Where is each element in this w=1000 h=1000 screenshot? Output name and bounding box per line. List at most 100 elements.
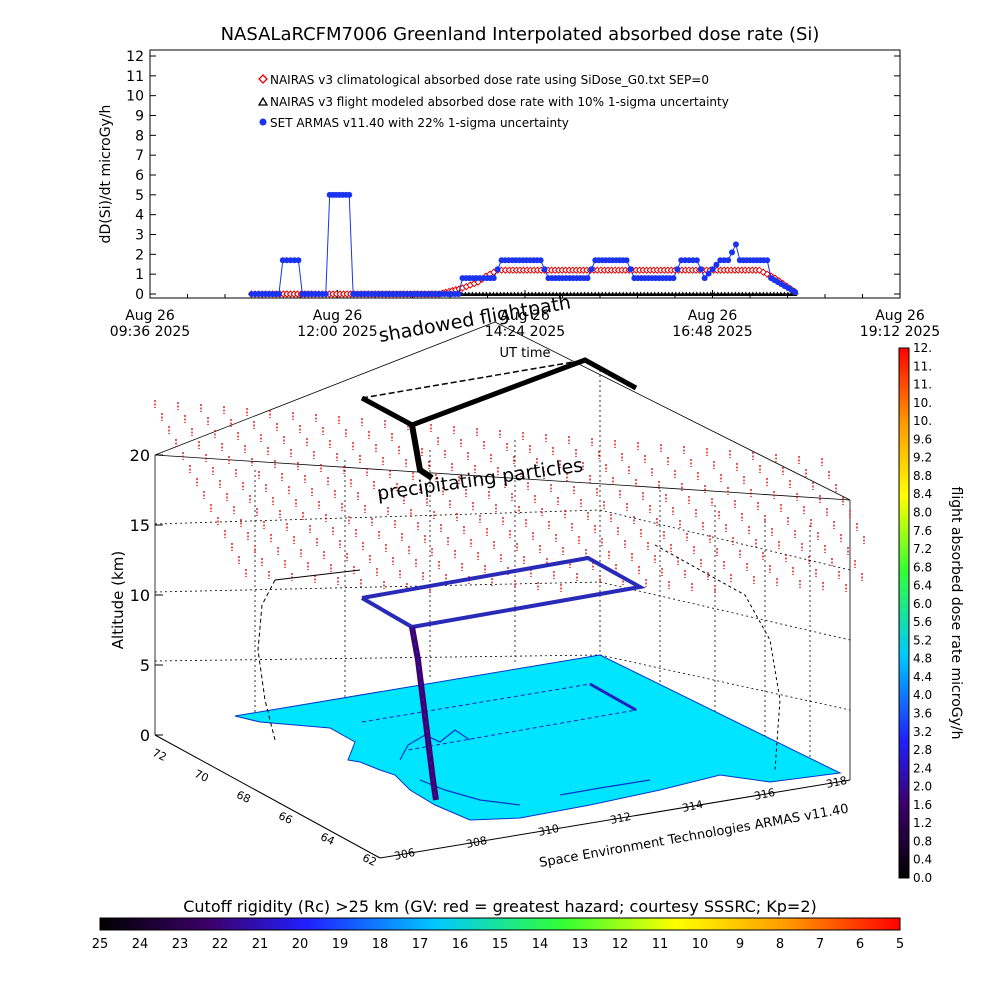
data-point <box>596 291 602 296</box>
lat-tick-label: 64 <box>318 830 336 848</box>
data-point <box>655 291 661 296</box>
x-tick-label: Aug 26 <box>875 308 925 324</box>
perspective-plot: precipitating particles shadowed flightp… <box>109 291 865 871</box>
data-point <box>541 266 548 273</box>
dose-rate-tick-label: 0.8 <box>913 834 932 848</box>
x-tick-label: 09:36 2025 <box>110 324 190 340</box>
data-point <box>501 291 507 296</box>
lon-tick-label: 316 <box>753 786 776 803</box>
data-point <box>603 291 609 296</box>
data-point <box>529 291 535 296</box>
legend-label-nairas-flight: NAIRAS v3 flight modeled absorbed dose r… <box>270 95 729 109</box>
rigidity-tick-label: 15 <box>492 937 509 952</box>
dose-rate-tick-label: 8.4 <box>913 487 932 501</box>
data-point <box>322 291 329 297</box>
dose-rate-tick-label: 0.4 <box>913 853 932 867</box>
series-line <box>251 194 799 295</box>
dose-rate-tick-label: 5.6 <box>913 615 932 629</box>
dose-rate-tick-label: 11. <box>913 359 932 373</box>
data-point <box>275 291 282 297</box>
data-point <box>564 291 570 296</box>
data-point <box>659 291 665 296</box>
data-point <box>757 291 763 296</box>
dose-rate-tick-label: 1.2 <box>913 816 932 830</box>
data-point <box>582 291 588 296</box>
data-point <box>792 289 799 296</box>
data-point <box>788 291 794 296</box>
data-point <box>722 291 728 296</box>
dose-rate-tick-label: 3.2 <box>913 725 932 739</box>
cutoff-rigidity-colorbar <box>99 917 901 931</box>
data-point <box>584 275 591 282</box>
data-point <box>494 266 501 273</box>
data-point <box>764 257 771 264</box>
legend-marker-set-armas <box>259 118 267 126</box>
dose-rate-tick-label: 6.4 <box>913 579 932 593</box>
data-point <box>561 291 567 296</box>
data-point <box>589 291 595 296</box>
ground-track <box>361 682 638 751</box>
data-point <box>346 191 353 198</box>
cutoff-rigidity-grid <box>154 400 865 593</box>
data-point <box>767 291 773 296</box>
data-point <box>701 275 708 282</box>
dose-rate-tick-label: 3.6 <box>913 707 932 721</box>
lon-tick-label: 308 <box>465 834 488 851</box>
y-tick-label: 12 <box>126 49 144 65</box>
data-point <box>743 291 749 296</box>
rigidity-tick-label: 20 <box>292 937 309 952</box>
data-point <box>705 270 712 277</box>
rigidity-tick-label: 6 <box>856 937 864 952</box>
back-wall-grid <box>154 321 851 780</box>
data-point <box>592 291 598 296</box>
legend-marker-nairas-climatological <box>258 74 268 84</box>
legend: NAIRAS v3 climatological absorbed dose r… <box>257 73 729 130</box>
dose-rate-tick-label: 7.6 <box>913 524 932 538</box>
data-point <box>295 257 302 264</box>
data-point <box>627 291 633 296</box>
y-tick-label: 6 <box>135 168 144 184</box>
lon-tick-label: 312 <box>609 810 632 827</box>
rigidity-tick-label: 21 <box>252 937 269 952</box>
data-point <box>494 291 500 296</box>
rigidity-tick-label: 5 <box>896 937 904 952</box>
series-2 <box>248 191 799 297</box>
rigidity-tick-label: 12 <box>612 937 629 952</box>
data-point <box>718 291 724 296</box>
data-point <box>736 291 742 296</box>
data-point <box>676 291 682 296</box>
legend-label-nairas-climatological: NAIRAS v3 climatological absorbed dose r… <box>270 73 709 87</box>
dose-rate-tick-label: 10. <box>913 396 932 410</box>
z-tick-label: 0 <box>140 726 150 745</box>
data-point <box>701 291 707 296</box>
z-tick-label: 5 <box>140 656 150 675</box>
legend-marker-nairas-flight <box>257 96 269 106</box>
data-point <box>623 257 630 264</box>
lon-tick-label: 314 <box>681 798 704 815</box>
data-point <box>599 291 605 296</box>
dose-rate-tick-label: 8.0 <box>913 505 932 519</box>
rigidity-tick-label: 25 <box>92 937 109 952</box>
x-tick-label: 12:00 2025 <box>297 324 377 340</box>
data-point <box>781 291 787 296</box>
data-point <box>764 291 770 296</box>
data-point <box>687 291 693 296</box>
y-tick-label: 3 <box>135 228 144 244</box>
lat-tick-label: 66 <box>276 809 294 827</box>
data-point <box>518 291 524 296</box>
data-point <box>480 291 486 296</box>
x-tick-label: Aug 26 <box>500 308 550 324</box>
data-point <box>778 291 784 296</box>
data-point <box>697 291 703 296</box>
data-point <box>554 291 560 296</box>
data-point <box>631 291 637 296</box>
data-point <box>732 291 738 296</box>
data-point <box>690 291 696 296</box>
data-point <box>725 291 731 296</box>
z-tick-label: 20 <box>130 446 150 465</box>
lat-tick-label: 72 <box>150 746 168 764</box>
z-tick-label: 10 <box>130 586 150 605</box>
rigidity-tick-label: 8 <box>776 937 784 952</box>
rigidity-tick-label: 23 <box>172 937 189 952</box>
shadowed-flightpath <box>360 357 638 481</box>
